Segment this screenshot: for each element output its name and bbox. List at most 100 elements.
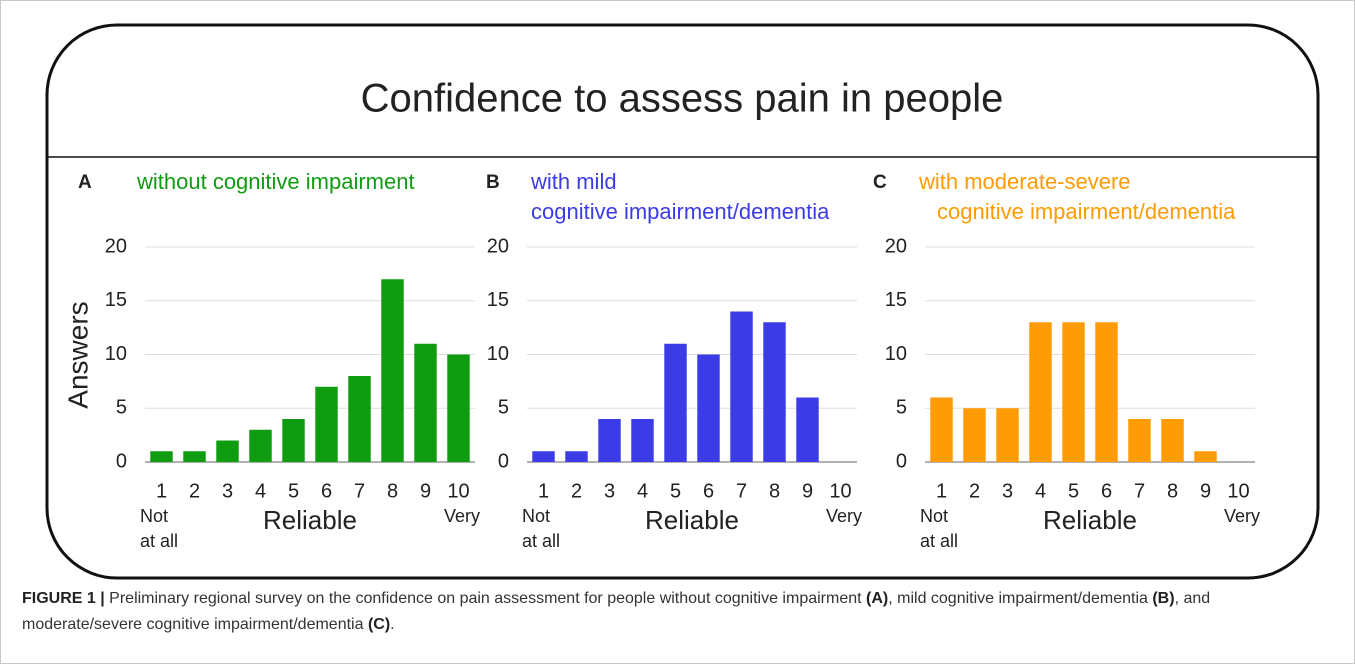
x-tick-label: 4 (1035, 480, 1046, 502)
x-tick-label: 10 (1227, 480, 1249, 502)
bar (381, 279, 404, 462)
y-tick-label: 20 (487, 235, 509, 257)
bar (216, 440, 239, 462)
y-tick-label: 15 (105, 289, 127, 311)
bar (565, 451, 588, 462)
x-low-label: Not (522, 506, 550, 526)
caption-text: Preliminary regional survey on the confi… (104, 590, 867, 607)
bar (796, 397, 819, 462)
x-tick-label: 9 (420, 480, 431, 502)
x-tick-label: 9 (1200, 480, 1211, 502)
x-tick-label: 6 (703, 480, 714, 502)
y-tick-label: 15 (487, 289, 509, 311)
bar (631, 419, 654, 462)
caption: FIGURE 1 | Preliminary regional survey o… (22, 586, 1312, 638)
bar (664, 343, 687, 462)
x-tick-label: 10 (829, 480, 851, 502)
x-tick-label: 7 (1134, 480, 1145, 502)
bar (763, 322, 786, 462)
x-tick-label: 7 (736, 480, 747, 502)
panel-subtitle: cognitive impairment/dementia (531, 199, 830, 224)
caption-text: , and moderate/severe cognitive impairme… (22, 590, 1211, 633)
rounded-panel (45, 23, 1320, 580)
bar (249, 429, 272, 462)
x-tick-label: 3 (604, 480, 615, 502)
bar (532, 451, 555, 462)
bar (447, 354, 470, 462)
x-tick-label: 5 (288, 480, 299, 502)
panel-subtitle: without cognitive impairment (136, 169, 415, 194)
x-low-label: Not (140, 506, 168, 526)
x-axis-label: Reliable (1043, 505, 1137, 535)
y-tick-label: 0 (116, 450, 127, 472)
bar (963, 408, 986, 462)
y-tick-label: 5 (896, 397, 907, 419)
x-tick-label: 3 (1002, 480, 1013, 502)
chart-title: Confidence to assess pain in people (361, 77, 1004, 121)
bar (1029, 322, 1052, 462)
bar (348, 376, 371, 462)
x-tick-label: 4 (637, 480, 648, 502)
y-tick-label: 0 (498, 450, 509, 472)
bar (282, 419, 305, 462)
panel-subtitle: with mild (530, 169, 617, 194)
bar (1128, 419, 1151, 462)
y-tick-label: 15 (885, 289, 907, 311)
bar (1062, 322, 1085, 462)
x-tick-label: 10 (447, 480, 469, 502)
x-high-label: Very (1224, 506, 1260, 526)
bar (150, 451, 173, 462)
x-tick-label: 2 (189, 480, 200, 502)
bar (315, 386, 338, 462)
bar (1194, 451, 1217, 462)
x-tick-label: 3 (222, 480, 233, 502)
y-axis-label: Answers (62, 301, 93, 408)
x-tick-label: 5 (1068, 480, 1079, 502)
y-tick-label: 20 (885, 235, 907, 257)
panel-subtitle: cognitive impairment/dementia (937, 199, 1236, 224)
x-tick-label: 8 (769, 480, 780, 502)
panel-subtitle: with moderate-severe (918, 169, 1131, 194)
x-high-label: Very (444, 506, 480, 526)
x-low-label: at all (140, 531, 178, 551)
x-tick-label: 1 (156, 480, 167, 502)
x-tick-label: 8 (387, 480, 398, 502)
bar (996, 408, 1019, 462)
y-tick-label: 5 (116, 397, 127, 419)
x-axis-label: Reliable (263, 505, 357, 535)
y-tick-label: 5 (498, 397, 509, 419)
caption-ref: (B) (1152, 590, 1175, 607)
panel-letter: A (78, 172, 92, 193)
caption-text: . (390, 616, 395, 633)
caption-ref: (A) (866, 590, 889, 607)
x-tick-label: 1 (936, 480, 947, 502)
x-axis-label: Reliable (645, 505, 739, 535)
bar (730, 311, 753, 462)
x-tick-label: 6 (321, 480, 332, 502)
bar (697, 354, 720, 462)
panel-letter: C (873, 172, 887, 193)
x-low-label: Not (920, 506, 948, 526)
bar (1161, 419, 1184, 462)
y-tick-label: 10 (105, 343, 127, 365)
bar (1095, 322, 1118, 462)
x-tick-label: 2 (571, 480, 582, 502)
x-tick-label: 1 (538, 480, 549, 502)
caption-label: FIGURE 1 | (22, 590, 105, 607)
bar (414, 343, 437, 462)
bar (598, 419, 621, 462)
y-tick-label: 0 (896, 450, 907, 472)
x-tick-label: 4 (255, 480, 266, 502)
y-tick-label: 10 (487, 343, 509, 365)
bar (183, 451, 206, 462)
bar (930, 397, 953, 462)
x-tick-label: 7 (354, 480, 365, 502)
panel-letter: B (486, 172, 500, 193)
x-low-label: at all (522, 531, 560, 551)
x-tick-label: 9 (802, 480, 813, 502)
y-tick-label: 20 (105, 235, 127, 257)
x-tick-label: 6 (1101, 480, 1112, 502)
y-tick-label: 10 (885, 343, 907, 365)
x-tick-label: 2 (969, 480, 980, 502)
